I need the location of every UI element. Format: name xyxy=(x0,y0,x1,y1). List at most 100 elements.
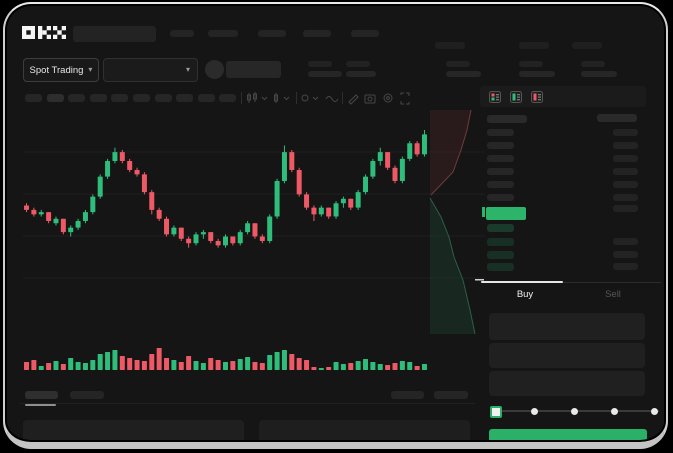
timeframe-button-placeholder[interactable] xyxy=(154,94,172,102)
timeframe-button-placeholder[interactable] xyxy=(25,94,42,102)
chart-tools-toolbar[interactable] xyxy=(241,90,411,106)
ask-price-placeholder[interactable] xyxy=(487,181,514,188)
ask-amount-placeholder[interactable] xyxy=(613,194,638,201)
volume-bar xyxy=(38,366,44,370)
ask-amount-placeholder[interactable] xyxy=(613,155,638,162)
bid-amount-placeholder[interactable] xyxy=(613,238,638,245)
volume-bar xyxy=(385,365,391,370)
nav-item-placeholder[interactable] xyxy=(303,30,331,37)
volume-bar xyxy=(215,360,221,370)
ask-price-placeholder[interactable] xyxy=(487,168,514,175)
ask-amount-placeholder[interactable] xyxy=(613,181,638,188)
depth-bid-line xyxy=(429,197,476,334)
slider-stop-dot[interactable] xyxy=(651,407,658,415)
bottom-link-placeholder[interactable] xyxy=(434,391,468,399)
bid-price-placeholder[interactable] xyxy=(487,224,514,232)
candle-body xyxy=(97,176,103,197)
ask-price-placeholder[interactable] xyxy=(487,194,514,201)
timeframe-button-placeholder[interactable] xyxy=(219,94,237,102)
nav-item-placeholder[interactable] xyxy=(258,30,286,37)
timeframe-button-placeholder[interactable] xyxy=(133,94,150,102)
candle-body xyxy=(281,152,287,182)
volume-bar xyxy=(333,362,339,370)
candle-body xyxy=(141,174,147,193)
order-history-panel-placeholder[interactable] xyxy=(259,420,470,448)
bid-price-placeholder[interactable] xyxy=(487,238,514,246)
timeframe-button-placeholder[interactable] xyxy=(176,94,194,102)
candle-body xyxy=(370,161,376,177)
okx-logo[interactable]: OKX xyxy=(22,24,66,42)
ask-amount-placeholder[interactable] xyxy=(613,168,638,175)
bottom-tab-placeholder[interactable] xyxy=(70,391,104,399)
orderbook-last-price-pill[interactable] xyxy=(486,207,526,220)
orderbook-view-split-icon[interactable] xyxy=(489,91,501,103)
indicator-icon xyxy=(274,93,278,103)
nav-right-placeholder[interactable] xyxy=(519,42,549,49)
volume-bar xyxy=(340,364,346,370)
slider-stop-dot[interactable] xyxy=(531,407,538,415)
nav-right-placeholder[interactable] xyxy=(572,42,602,49)
depth-ask-line xyxy=(430,110,472,196)
volume-bar xyxy=(208,358,214,370)
slider-stop-dot[interactable] xyxy=(571,407,578,415)
bid-price-placeholder[interactable] xyxy=(487,263,514,271)
timeframe-button-placeholder[interactable] xyxy=(68,94,86,102)
buy-submit-button[interactable] xyxy=(489,429,647,446)
market-type-selector[interactable]: Spot Trading ▾ xyxy=(23,58,99,82)
bottom-link-placeholder[interactable] xyxy=(391,391,424,399)
bottom-tab-active-placeholder[interactable] xyxy=(25,391,58,399)
volume-bar xyxy=(171,360,177,370)
stat-label-placeholder xyxy=(346,61,370,67)
ask-price-placeholder[interactable] xyxy=(487,155,514,162)
candlestick-chart[interactable] xyxy=(23,110,485,334)
timeframe-button-placeholder[interactable] xyxy=(89,94,107,102)
candle-body xyxy=(178,227,184,239)
ask-price-placeholder[interactable] xyxy=(487,129,514,136)
nav-item-placeholder[interactable] xyxy=(208,30,238,37)
chevron-down-icon xyxy=(312,96,319,101)
slider-handle[interactable] xyxy=(490,406,502,418)
candle-body xyxy=(156,209,162,219)
volume-bar xyxy=(363,359,369,370)
timeframe-button-placeholder[interactable] xyxy=(111,94,129,102)
bid-amount-placeholder[interactable] xyxy=(613,263,638,270)
volume-bar xyxy=(31,360,37,370)
ask-price-placeholder[interactable] xyxy=(487,142,514,149)
volume-bars[interactable] xyxy=(23,344,433,370)
slider-stop-dot[interactable] xyxy=(611,407,618,415)
candle-body xyxy=(215,240,221,246)
volume-bar xyxy=(355,361,361,370)
tab-sell[interactable]: Sell xyxy=(569,287,657,301)
timeframe-button-placeholder[interactable] xyxy=(197,94,215,102)
nav-item-placeholder[interactable] xyxy=(351,30,379,37)
total-input-placeholder[interactable] xyxy=(489,371,645,396)
ask-amount-placeholder[interactable] xyxy=(613,142,638,149)
open-orders-panel-placeholder[interactable] xyxy=(23,420,244,448)
bid-amount-placeholder[interactable] xyxy=(613,251,638,258)
tablet-frame: OKX Spot Trading ▾ xyxy=(3,2,668,449)
amount-percent-slider[interactable] xyxy=(489,404,661,418)
ask-amount-placeholder[interactable] xyxy=(613,129,638,136)
timeframe-button-placeholder[interactable] xyxy=(46,94,64,102)
nav-right-placeholder[interactable] xyxy=(435,42,465,49)
last-price-placeholder xyxy=(226,61,281,78)
search-bar-placeholder[interactable] xyxy=(73,26,156,42)
amount-input-placeholder[interactable] xyxy=(489,343,645,368)
orderbook-view-asks-icon[interactable] xyxy=(531,91,543,103)
nav-item-placeholder[interactable] xyxy=(170,30,194,37)
divider xyxy=(19,403,475,404)
tabs-divider xyxy=(481,282,661,283)
candle-body xyxy=(414,143,420,155)
candle-body xyxy=(24,205,29,210)
stat-label-placeholder xyxy=(581,61,605,67)
price-input-placeholder[interactable] xyxy=(489,313,645,340)
volume-bar xyxy=(193,361,199,370)
pair-selector[interactable]: ▾ xyxy=(103,58,198,82)
tab-buy[interactable]: Buy xyxy=(481,287,569,301)
candle-body xyxy=(363,176,369,193)
depth-ask-area xyxy=(430,110,471,195)
last-amount-placeholder[interactable] xyxy=(613,205,638,212)
bid-price-placeholder[interactable] xyxy=(487,251,514,259)
stat-value-placeholder xyxy=(446,71,481,77)
orderbook-view-bids-icon[interactable] xyxy=(510,91,522,103)
